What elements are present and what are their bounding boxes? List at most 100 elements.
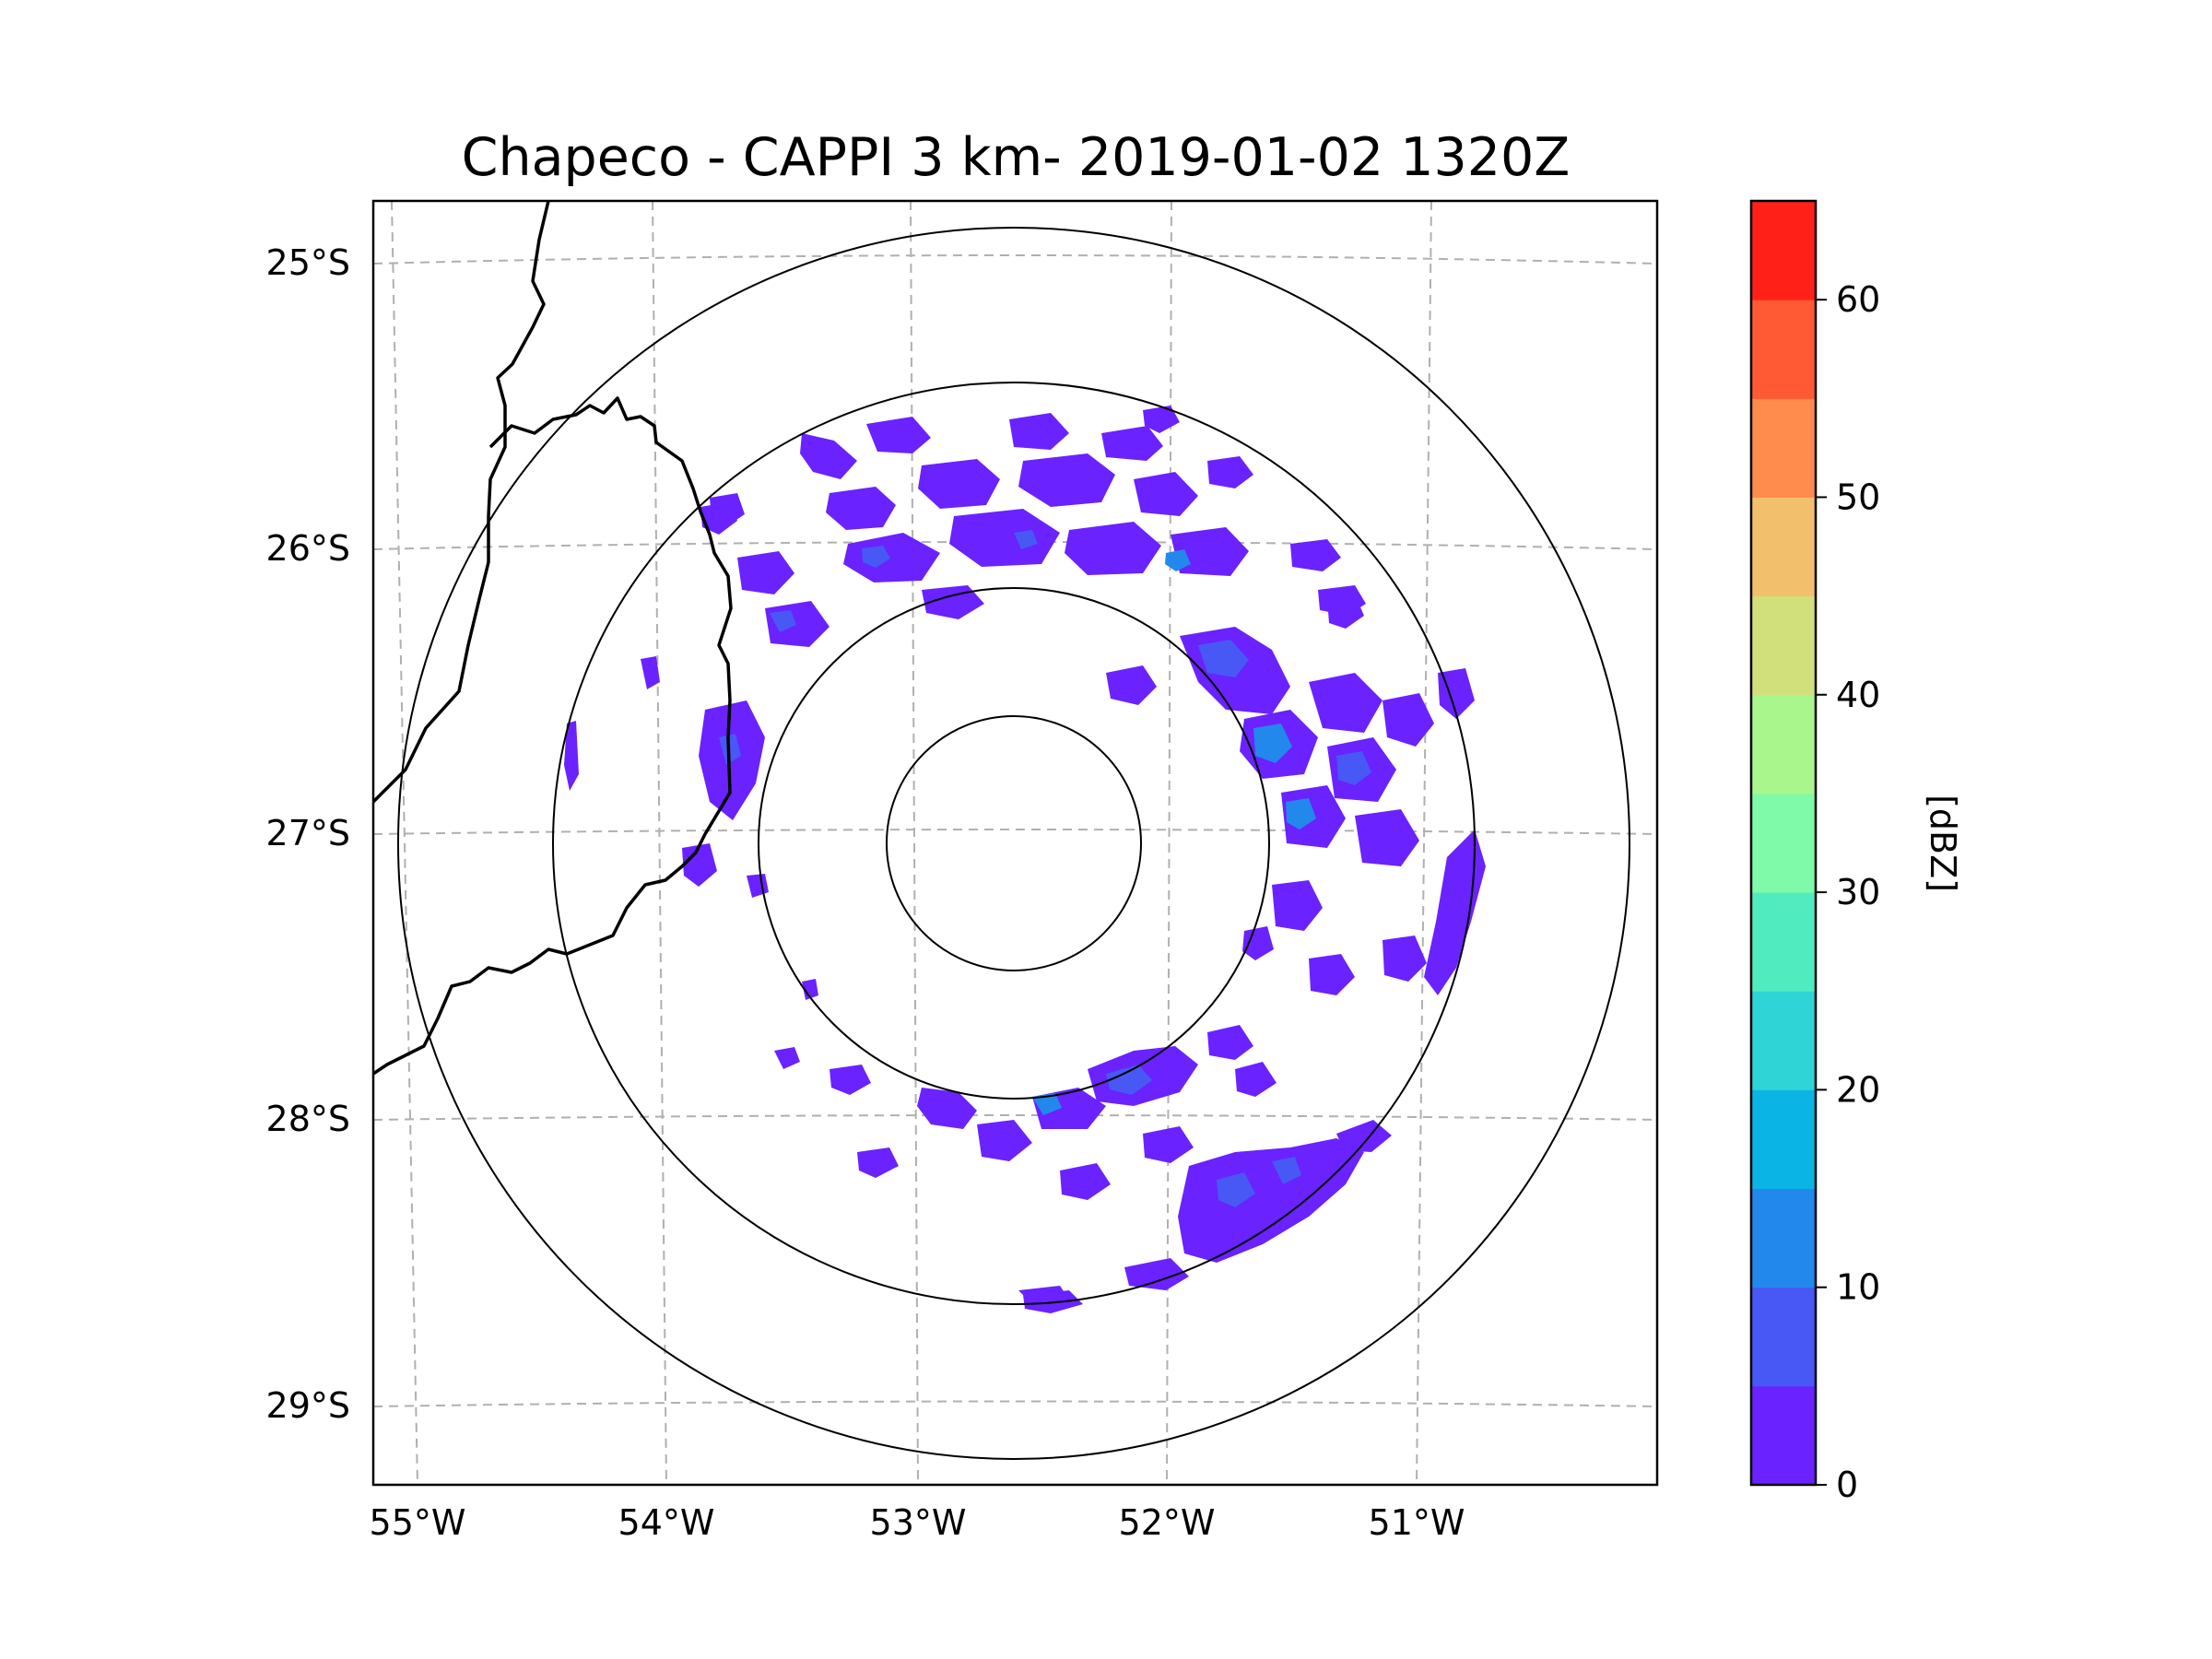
echo-region-south [774, 1025, 1277, 1304]
colorbar-bin [1751, 892, 1816, 992]
echo-patch [826, 487, 896, 530]
echo-patch [1134, 472, 1198, 516]
echo-patch [1336, 751, 1371, 785]
colorbar-bin [1751, 398, 1816, 498]
colorbar-bin [1751, 595, 1816, 696]
echo-patch [1178, 1138, 1364, 1263]
echo-patch [1272, 880, 1323, 931]
echo-patch [1438, 668, 1475, 719]
echo-patch [770, 610, 796, 632]
lon-label-55: 55°W [370, 1502, 466, 1543]
echo-patch [862, 546, 890, 568]
echo-patch [917, 1088, 977, 1129]
echo-patch [564, 721, 579, 791]
echo-patch [1272, 1157, 1301, 1184]
echo-patch [1018, 1286, 1069, 1304]
colorbar-tick-label: 40 [1836, 675, 1880, 715]
colorbar: 0 10 20 30 40 50 60 [dBZ] [1749, 199, 1963, 1505]
echo-patch [802, 979, 818, 1000]
country-borders [373, 201, 733, 1076]
echo-patch [1018, 453, 1115, 507]
colorbar-bin [1751, 201, 1816, 300]
colorbar-tick-label: 10 [1836, 1267, 1880, 1308]
colorbar-bin [1751, 991, 1816, 1090]
lon-label-51: 51°W [1369, 1502, 1465, 1543]
lon-tick-labels: 55°W 54°W 53°W 52°W 51°W [370, 1502, 1465, 1543]
colorbar-bin [1751, 497, 1816, 597]
lon-label-52: 52°W [1119, 1502, 1216, 1543]
colorbar-bin [1751, 793, 1816, 893]
colorbar-frame [1749, 199, 1818, 1487]
echo-patch [737, 551, 794, 594]
echo-patch [1424, 830, 1486, 995]
colorbar-tick-label: 30 [1836, 872, 1880, 912]
echo-patch [1336, 1120, 1392, 1152]
gridline-lat-25 [373, 254, 1657, 265]
echo-region-east [1106, 594, 1486, 995]
border-line-north [373, 201, 550, 804]
echo-patch [1207, 456, 1253, 488]
lat-label-29: 29°S [266, 1385, 350, 1426]
echo-patch [1382, 935, 1427, 982]
gridline-lat-28 [373, 1114, 1657, 1121]
echo-patch [710, 493, 745, 525]
echo-patch [1143, 1126, 1194, 1163]
colorbar-ticks: 0 10 20 30 40 50 60 [1816, 279, 1880, 1505]
echo-patch [1014, 530, 1038, 549]
colorbar-label: [dBZ] [1923, 794, 1963, 892]
echo-patch [1217, 1172, 1255, 1207]
lon-label-54: 54°W [618, 1502, 715, 1543]
echo-patch [857, 1147, 899, 1178]
echo-patch [1286, 798, 1316, 830]
chart-title: Chapeco - CAPPI 3 km- 2019-01-02 1320Z [462, 127, 1571, 188]
echo-patch [1309, 954, 1355, 995]
echo-patch [1106, 1065, 1152, 1095]
gridline-lon-53 [910, 201, 919, 1485]
range-rings [397, 227, 1630, 1460]
gridline-lat-27 [373, 829, 1657, 835]
colorbar-tick-label: 50 [1836, 477, 1880, 517]
range-ring-3 [552, 382, 1476, 1305]
echo-patch [1309, 673, 1382, 733]
echo-patch [922, 585, 984, 619]
colorbar-bin [1751, 1287, 1816, 1387]
echo-patch [1165, 549, 1191, 571]
colorbar-bin [1751, 694, 1816, 794]
colorbar-tick-label: 60 [1836, 279, 1880, 320]
echo-patch [1242, 926, 1274, 960]
echo-patch [1009, 413, 1069, 450]
echo-patch [1327, 594, 1364, 629]
echo-patch [774, 1047, 800, 1069]
gridline-lat-29 [373, 1400, 1657, 1407]
border-line-province [373, 396, 733, 1076]
echo-patch [949, 509, 1060, 567]
colorbar-tick-label: 0 [1836, 1465, 1858, 1505]
map-background [373, 201, 1657, 1485]
range-ring-4 [397, 227, 1630, 1460]
echo-patch [1198, 640, 1249, 677]
echo-patch [682, 843, 717, 887]
echo-region-southeast [1023, 1120, 1392, 1313]
echo-patch [918, 459, 1000, 509]
lat-label-27: 27°S [266, 813, 350, 853]
echo-patch [1032, 1093, 1062, 1115]
echo-patch [1143, 406, 1180, 433]
echo-patch [1355, 809, 1419, 866]
echo-patch [866, 417, 931, 453]
latitude-gridlines [373, 254, 1657, 1407]
colorbar-bin [1751, 1188, 1816, 1288]
lat-label-28: 28°S [266, 1099, 350, 1139]
echo-region-west [564, 493, 818, 1000]
echo-patch [1207, 1025, 1253, 1060]
colorbar-tick-label: 20 [1836, 1069, 1880, 1110]
colorbar-bins [1751, 201, 1816, 1486]
echo-patch [1382, 693, 1434, 747]
gridline-lon-54 [652, 201, 667, 1485]
echo-patch [1106, 665, 1157, 705]
echo-patch [977, 1120, 1032, 1161]
echo-patch [830, 1065, 871, 1095]
echo-patch [800, 433, 857, 479]
colorbar-bin [1751, 300, 1816, 399]
lat-tick-labels: 25°S 26°S 27°S 28°S 29°S [266, 242, 350, 1426]
range-ring-1 [886, 715, 1142, 971]
